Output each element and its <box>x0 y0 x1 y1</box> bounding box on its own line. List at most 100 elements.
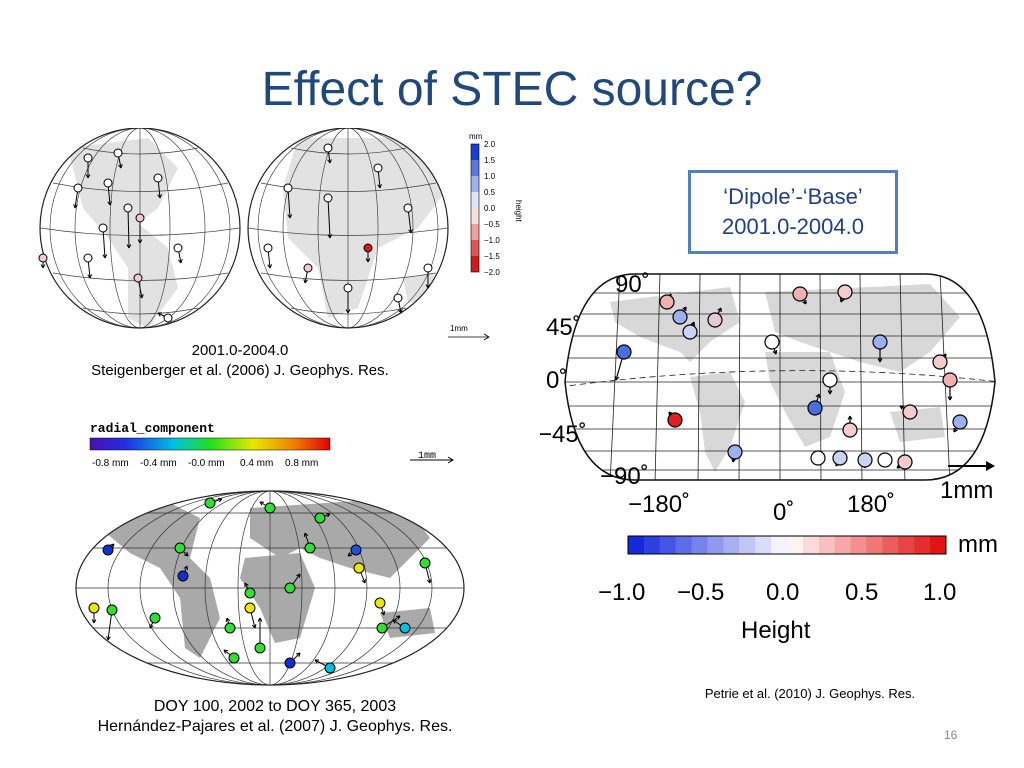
mollweide-station <box>254 617 266 654</box>
svg-text:0.0: 0.0 <box>766 579 799 606</box>
globe-station <box>343 283 353 314</box>
petrie-station <box>872 334 888 363</box>
svg-text:-0.0 mm: -0.0 mm <box>188 458 225 469</box>
svg-text:90˚: 90˚ <box>615 271 650 298</box>
globe-station <box>373 163 383 189</box>
petrie-station <box>837 284 853 303</box>
robinson-land <box>565 274 995 480</box>
longitude-labels: −180˚ 0˚ 180˚ <box>628 491 895 526</box>
caption-hernandez: DOY 100, 2002 to DOY 365, 2003 Hernández… <box>97 698 453 735</box>
scale-label: 1mm <box>450 324 468 333</box>
petrie-station <box>727 444 743 463</box>
mollweide-station <box>392 619 411 634</box>
mollweide-station <box>174 542 189 557</box>
svg-text:−90˚: −90˚ <box>600 463 649 490</box>
colorbar-cell <box>628 536 645 554</box>
colorbar-cell <box>707 536 724 554</box>
globe-station <box>123 203 133 249</box>
colorbar-title: Height <box>741 617 811 644</box>
mollweide-station <box>224 617 236 634</box>
caption-steigenberger: 2001.0-2004.0 Steigenberger et al. (2006… <box>91 342 389 379</box>
svg-text:−1.5: −1.5 <box>484 252 500 261</box>
mollweide-station <box>314 512 331 524</box>
colorbar-cell <box>914 536 931 554</box>
mollweide-station <box>284 652 301 669</box>
colorbar-label: height <box>514 200 523 223</box>
mollweide-station <box>106 604 118 641</box>
mollweide-station <box>88 602 100 624</box>
page-number: 16 <box>944 728 958 742</box>
globe-station <box>173 243 183 264</box>
svg-text:0˚: 0˚ <box>773 499 794 526</box>
hernandez-map: radial_component -0.8 mm -0.4 mm -0.0 mm… <box>75 421 465 686</box>
globe-station <box>423 263 433 289</box>
svg-text:−1.0: −1.0 <box>598 579 645 606</box>
svg-text:−0.5: −0.5 <box>677 579 724 606</box>
petrie-station <box>659 293 675 310</box>
globe-station <box>363 243 373 263</box>
globe-station <box>103 178 113 206</box>
mollweide-station <box>102 543 115 556</box>
petrie-map: 90˚ 45˚ 0˚ −45˚ −90˚ −180˚ 0˚ 180˚ 1mm m… <box>540 271 998 644</box>
mollweide-station <box>284 573 301 594</box>
petrie-station <box>832 450 848 467</box>
svg-text:-0.4 mm: -0.4 mm <box>140 458 177 469</box>
globe-station <box>157 312 173 323</box>
petrie-station <box>896 454 913 470</box>
svg-text:1.5: 1.5 <box>484 156 496 165</box>
colorbar-cell <box>739 536 756 554</box>
svg-text:0.5: 0.5 <box>845 579 878 606</box>
colorbar-cell <box>755 536 772 554</box>
petrie-station <box>707 307 723 328</box>
petrie-station-arrows <box>614 284 968 470</box>
petrie-station <box>932 353 948 370</box>
colorbar-cell <box>675 536 693 554</box>
mollweide-station-arrows <box>88 497 432 674</box>
mollweide-station <box>303 532 316 554</box>
petrie-station <box>810 450 826 466</box>
globe-station <box>83 253 93 279</box>
globe-station <box>73 183 83 209</box>
petrie-station <box>877 452 893 468</box>
globe-station <box>98 223 108 259</box>
globe-station-arrows <box>38 143 433 323</box>
svg-text:0.0: 0.0 <box>484 204 496 213</box>
globe-station <box>38 253 48 269</box>
globe-station <box>323 193 333 239</box>
globe-station <box>283 183 293 219</box>
mollweide-station <box>259 501 276 514</box>
colorbar-ticks: 2.0 1.5 1.0 0.5 0.0 −0.5 −1.0 −1.5 −2.0 <box>484 140 500 277</box>
colorbar-cell <box>787 536 804 554</box>
globe-station <box>393 293 403 314</box>
mollweide-station <box>177 565 189 582</box>
svg-text:45˚: 45˚ <box>546 314 581 341</box>
scale-label: 1mm <box>418 451 436 462</box>
caption-petrie: Petrie et al. (2010) J. Geophys. Res. <box>704 686 916 701</box>
mollweide-station <box>149 612 161 629</box>
mollweide-station <box>353 562 366 584</box>
colorbar-ticks: −1.0 −0.5 0.0 0.5 1.0 <box>598 579 956 606</box>
petrie-station <box>667 411 683 428</box>
slide-title: Effect of STEC source? <box>261 63 763 116</box>
svg-text:1.0: 1.0 <box>923 579 956 606</box>
scale-label: 1mm <box>940 477 993 504</box>
colorbar-title: radial_component <box>90 421 215 436</box>
colorbar-cell <box>930 536 947 554</box>
globe-eastern <box>248 128 448 328</box>
colorbar-ticks: -0.8 mm -0.4 mm -0.0 mm 0.4 mm 0.8 mm <box>92 458 318 469</box>
petrie-station <box>822 372 838 395</box>
colorbar-cell <box>691 536 708 554</box>
svg-text:180˚: 180˚ <box>847 491 895 518</box>
petrie-station <box>899 404 918 420</box>
rainbow-colorbar <box>89 437 331 451</box>
svg-text:−180˚: −180˚ <box>628 491 690 518</box>
globe-station <box>83 153 93 179</box>
mollweide-station <box>374 597 386 616</box>
petrie-station <box>682 321 698 340</box>
svg-text:−0.5: −0.5 <box>484 220 500 229</box>
mollweide-station <box>347 544 362 557</box>
globe-station <box>263 243 273 269</box>
colorbar-cell <box>771 536 788 554</box>
steigenberger-globes: mm 2.0 1.5 1.0 0.5 0.0 −0.5 −1.0 −1.5 −2… <box>38 128 523 341</box>
colorbar-cell <box>659 536 677 554</box>
